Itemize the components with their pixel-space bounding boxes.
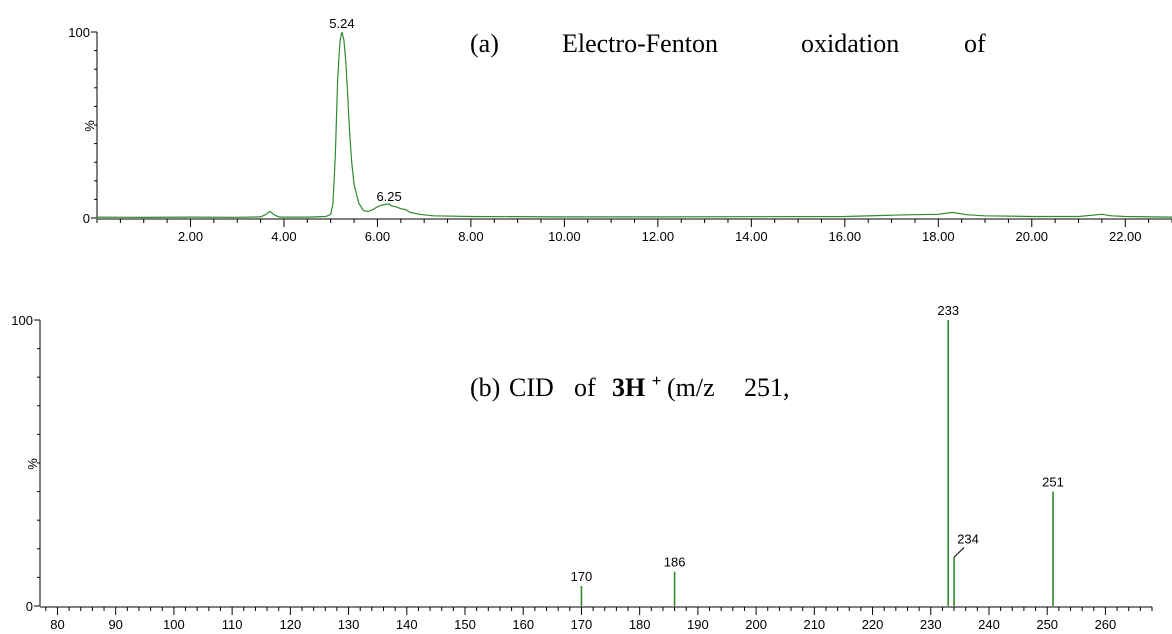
panel-b-x-tick-label: 100 [163,617,185,632]
panel-b-peak-label: 234 [957,531,979,546]
panel-a-x-tick-label: 14.00 [735,229,768,244]
panel-a-y-tick-label: 0 [83,211,90,226]
panel-a-title-word-3: of [964,29,986,58]
panel-b-title-word-4: 251, [744,373,790,402]
panel-a-series-0-line [96,31,1172,219]
panel-b-y-tick-label: 100 [11,313,33,328]
panel-b-x-tick-label: 260 [1095,617,1117,632]
panel-b-compound: 3H [612,373,645,402]
panel-b-x-tick-label: 130 [338,617,360,632]
panel-a-x-tick-label: 4.00 [271,229,296,244]
panel-a-label: (a) [470,29,499,58]
panel-a-x-tick-label: 8.00 [458,229,483,244]
panel-a-x-tick-label: 20.00 [1016,229,1049,244]
panel-b-x-tick-label: 150 [454,617,476,632]
panel-a-x-tick-label: 2.00 [178,229,203,244]
panel-a-x-tick-label: 12.00 [642,229,675,244]
panel-a-title-word-1: Electro-Fenton [562,29,718,58]
panel-b-title-word-2: of [574,373,596,402]
panel-b-peak-label: 170 [571,569,593,584]
panel-b-peak-leader [953,547,965,558]
panel-a-x-tick-label: 6.00 [365,229,390,244]
panel-a-peak-label: 6.25 [376,189,401,204]
panel-a-y-tick-label: 100 [68,25,90,40]
panel-b-ylabel: % [25,458,40,470]
panel-b-x-tick-label: 90 [108,617,122,632]
panel-a-peak-label: 5.24 [329,16,354,31]
panel-b-x-tick-label: 200 [745,617,767,632]
panel-b-charge: + [652,371,662,390]
panel-b-title-word-1: CID [509,373,554,402]
panel-b-title-word-3: (m/z [667,373,715,402]
panel-b-x-tick-label: 140 [396,617,418,632]
panel-a-x-tick-label: 18.00 [922,229,955,244]
panel-b-x-tick-label: 80 [50,617,64,632]
panel-b-y-tick-label: 0 [26,599,33,614]
panel-b-x-tick-label: 180 [629,617,651,632]
panel-a-x-tick-label: 16.00 [829,229,862,244]
panel-a-title-word-2: oxidation [801,29,899,58]
panel-b-x-tick-label: 120 [279,617,301,632]
panel-b-x-tick-label: 220 [862,617,884,632]
panel-b-peak-label: 186 [664,555,686,570]
panel-b-peak-label: 251 [1042,475,1064,490]
panel-a-ylabel: % [82,120,97,132]
panel-b-x-tick-label: 190 [687,617,709,632]
panel-b-x-tick-label: 170 [571,617,593,632]
panel-b-x-tick-label: 250 [1036,617,1058,632]
panel-b-x-tick-label: 110 [222,617,243,632]
mass-spectrum-panel: % (b) CID of 3H + (m/z 251, 0 100 80 90 100 1… [11,303,1153,632]
panel-b-peak-label: 233 [937,303,959,318]
panel-b-x-tick-label: 230 [920,617,942,632]
panel-b-x-tick-label: 160 [512,617,534,632]
panel-a-x-tick-label: 22.00 [1109,229,1142,244]
chromatogram-panel: % (a) Electro-Fenton oxidation of 0 100 2.… [68,16,1172,244]
panel-b-x-tick-label: 210 [803,617,825,632]
panel-b-label: (b) [470,373,500,402]
panel-b-title-cid: (b) CID of 3H + (m/z 251, [470,363,790,402]
panel-b-x-tick-label: 240 [978,617,1000,632]
panel-a-x-tick-label: 10.00 [548,229,581,244]
